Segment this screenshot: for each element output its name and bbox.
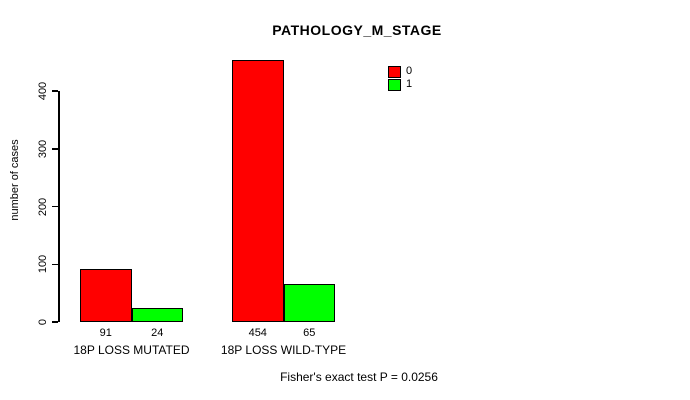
bar-18p-loss-wild-type-series-1 — [283, 284, 335, 322]
legend-label: 0 — [406, 65, 413, 77]
chart-title: PATHOLOGY_M_STAGE — [272, 22, 442, 38]
y-tick-label: 300 — [37, 139, 49, 158]
y-tick-label: 200 — [37, 197, 49, 216]
y-axis-line — [58, 91, 60, 322]
y-tick-mark — [52, 90, 58, 92]
bar-18p-loss-wild-type-series-0 — [232, 59, 284, 322]
y-tick-mark — [52, 205, 58, 208]
y-tick-label: 400 — [37, 81, 49, 101]
bar-count-label: 24 — [151, 327, 164, 339]
y-tick-label: 0 — [37, 318, 49, 326]
legend-swatch-icon — [388, 78, 401, 91]
bar-18p-loss-mutated-series-0 — [80, 269, 132, 322]
y-axis-title: number of cases — [9, 139, 21, 221]
bar-18p-loss-mutated-series-1 — [131, 308, 183, 322]
y-tick-mark — [52, 148, 58, 150]
legend-item: 0 — [388, 65, 412, 78]
legend-item: 1 — [388, 78, 412, 91]
bar-count-label: 91 — [99, 327, 112, 339]
y-tick-label: 100 — [37, 255, 49, 274]
bar-count-label: 65 — [303, 327, 316, 339]
y-tick-mark — [52, 263, 58, 265]
fisher-test-annotation: Fisher's exact test P = 0.0256 — [280, 370, 438, 384]
bar-count-label: 454 — [248, 327, 267, 339]
legend-swatch-icon — [388, 65, 401, 78]
x-axis-category-label: 18P LOSS MUTATED — [73, 343, 190, 357]
legend-label: 1 — [406, 78, 413, 90]
y-tick-mark — [52, 321, 58, 323]
x-axis-category-label: 18P LOSS WILD-TYPE — [220, 343, 347, 357]
